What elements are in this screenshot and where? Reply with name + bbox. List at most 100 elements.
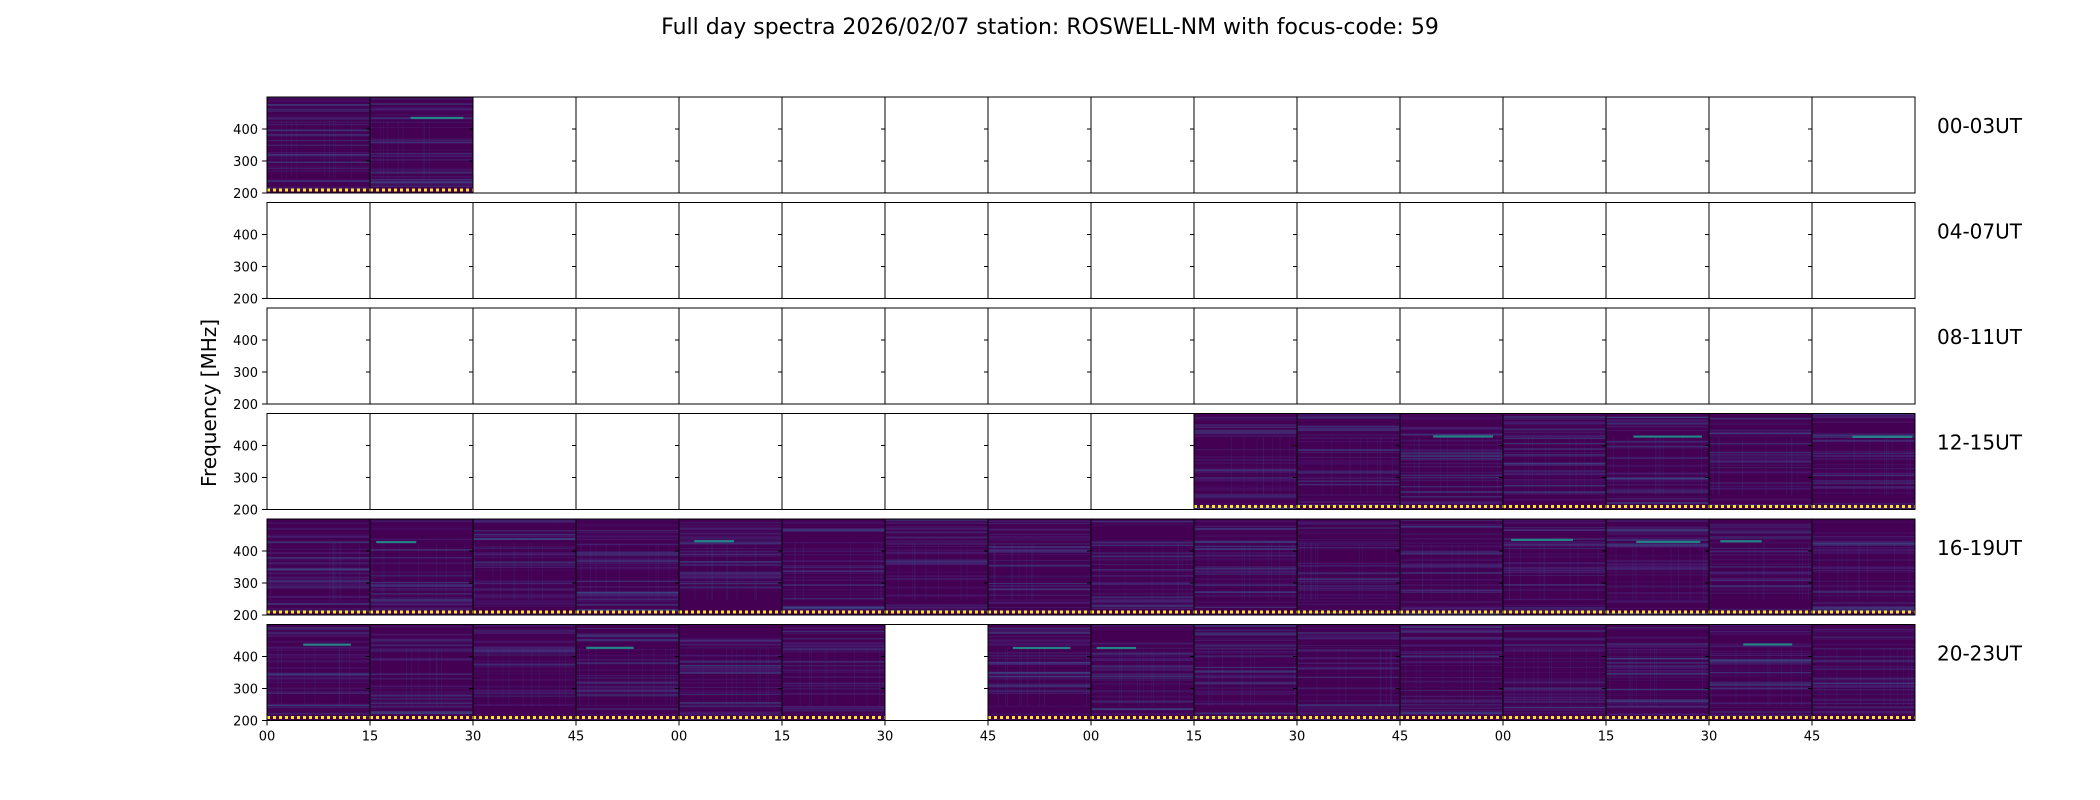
- panel-frame: [575, 307, 680, 405]
- row-labels: 00-03UT 04-07UT 08-11UT 12-15UT 16-19UT 20-23…: [1937, 114, 2023, 666]
- panel-frame: [1193, 202, 1298, 299]
- spectrum-panel: [1193, 307, 1298, 405]
- spectrum-panel: [266, 307, 371, 405]
- x-tick-label: 45: [568, 730, 585, 745]
- y-tick-label: 300: [233, 472, 258, 487]
- spectrum-panel: [1296, 624, 1401, 721]
- panel-frame: [1193, 96, 1298, 194]
- panel-frame: [1811, 96, 1916, 194]
- spectrum-panel: [1502, 518, 1607, 616]
- spectrum-panel: [1708, 413, 1813, 510]
- spectrum-panel: [1193, 202, 1298, 299]
- spectrum-panel: [369, 413, 474, 510]
- panel-frame: [1399, 307, 1504, 405]
- panel-frame: [781, 202, 886, 299]
- y-tick-label: 400: [233, 440, 258, 455]
- spectrum-heatmap: [1400, 624, 1503, 721]
- spectrum-panel: [1811, 202, 1916, 299]
- spectrum-panel: [1605, 202, 1710, 299]
- spectrum-panel: [369, 624, 474, 721]
- spectrum-heatmap: [1606, 413, 1709, 510]
- spectrum-panel: [1399, 624, 1504, 721]
- x-tick-label: 30: [1289, 730, 1306, 745]
- spectrum-panel: [884, 413, 989, 510]
- panel-frame: [678, 202, 783, 299]
- x-tick-label: 15: [362, 730, 379, 745]
- spectrum-heatmap: [1812, 519, 1915, 615]
- spectrum-heatmap: [1709, 624, 1812, 721]
- spectrum-heatmap: [1194, 413, 1297, 510]
- x-tick-label: 00: [1083, 730, 1100, 745]
- spectrum-heatmap: [1606, 624, 1709, 721]
- spectrum-heatmap: [1194, 519, 1297, 615]
- spectrum-panel: [369, 202, 474, 299]
- row-label: 08-11UT: [1937, 325, 2023, 349]
- y-tick-label: 300: [233, 261, 258, 276]
- y-tick-label: 200: [233, 715, 258, 730]
- spectrum-heatmap: [679, 624, 782, 721]
- spectrum-panel: [575, 624, 680, 721]
- spectrum-panel: [1193, 413, 1298, 510]
- spectrum-panel: [1399, 96, 1504, 194]
- spectrum-panel: [472, 202, 577, 299]
- y-tick-label: 300: [233, 366, 258, 381]
- spectrum-panel: [369, 307, 474, 405]
- panel-frame: [1811, 413, 1916, 510]
- y-tick-label: 300: [233, 577, 258, 592]
- spectrum-heatmap: [1812, 624, 1915, 721]
- spectrum-heatmap: [1297, 624, 1400, 721]
- spectrum-panel: [1090, 96, 1195, 194]
- spectrum-panel: [987, 202, 1092, 299]
- spectrum-panel: [987, 413, 1092, 510]
- spectrum-heatmap: [679, 519, 782, 615]
- spectrum-panel: [1708, 624, 1813, 721]
- panel-frame: [266, 307, 371, 405]
- panel-frame: [1502, 96, 1607, 194]
- spectrum-panel: [987, 624, 1092, 721]
- panel-frame: [884, 307, 989, 405]
- y-tick-label: 300: [233, 683, 258, 698]
- spectrum-heatmap: [473, 519, 576, 615]
- spectrum-panel: [781, 413, 886, 510]
- spectrum-heatmap: [1503, 624, 1606, 721]
- spectrum-heatmap: [576, 519, 679, 615]
- panel-frame: [472, 202, 577, 299]
- panel-frame: [884, 624, 989, 721]
- axis-ticks: 200 300 400 200 300 400 200 300 400 200 300 400 200 3…: [233, 123, 1820, 745]
- y-tick-label: 300: [233, 155, 258, 170]
- y-tick-label: 200: [233, 398, 258, 413]
- spectrum-panel: [987, 96, 1092, 194]
- spectrum-panel: [1708, 202, 1813, 299]
- y-tick-label: 400: [233, 229, 258, 244]
- spectrum-panel: [1399, 307, 1504, 405]
- panel-frame: [987, 202, 1092, 299]
- spectrum-panel: [1296, 96, 1401, 194]
- row-label: 04-07UT: [1937, 220, 2023, 244]
- spectrum-heatmap: [1503, 519, 1606, 615]
- panel-frame: [1605, 202, 1710, 299]
- spectrum-heatmap: [267, 519, 370, 615]
- panel-frame: [1708, 307, 1813, 405]
- spectrum-panel: [678, 413, 783, 510]
- row-label: 20-23UT: [1937, 642, 2023, 666]
- x-tick-label: 00: [1495, 730, 1512, 745]
- panel-frame: [575, 413, 680, 510]
- spectrum-panel: [1708, 96, 1813, 194]
- spectrum-heatmap: [1091, 519, 1194, 615]
- panel-frame: [1605, 307, 1710, 405]
- spectrum-panel: [1605, 96, 1710, 194]
- y-axis-label: Frequency [MHz]: [197, 319, 221, 487]
- spectrum-heatmap: [1812, 413, 1915, 510]
- spectrum-panel: [369, 96, 474, 194]
- x-tick-label: 30: [1701, 730, 1718, 745]
- x-tick-label: 15: [1598, 730, 1615, 745]
- panel-frame: [266, 413, 371, 510]
- spectrum-panel: [1399, 202, 1504, 299]
- panel-frame: [1605, 96, 1710, 194]
- y-tick-label: 400: [233, 651, 258, 666]
- panel-frame: [781, 307, 886, 405]
- spectrum-panel: [987, 307, 1092, 405]
- spectrum-panel: [884, 307, 989, 405]
- spectrum-heatmap: [473, 624, 576, 721]
